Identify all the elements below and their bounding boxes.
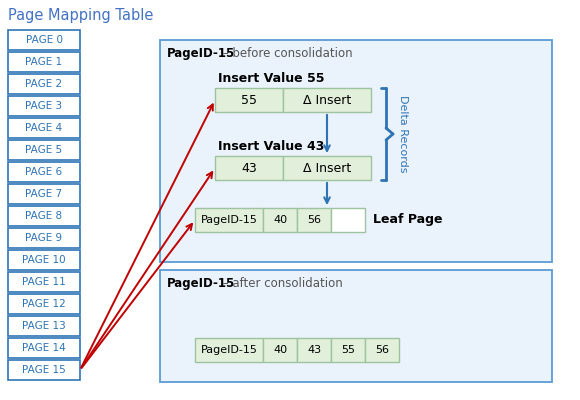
- Text: PAGE 8: PAGE 8: [26, 211, 63, 221]
- Text: PAGE 13: PAGE 13: [22, 321, 66, 331]
- Text: PAGE 14: PAGE 14: [22, 343, 66, 353]
- FancyBboxPatch shape: [8, 74, 80, 94]
- Text: PAGE 10: PAGE 10: [22, 255, 66, 265]
- Text: 55: 55: [241, 94, 257, 106]
- FancyBboxPatch shape: [195, 208, 263, 232]
- FancyBboxPatch shape: [215, 88, 283, 112]
- FancyBboxPatch shape: [8, 30, 80, 50]
- FancyBboxPatch shape: [263, 208, 297, 232]
- FancyBboxPatch shape: [8, 162, 80, 182]
- Text: PageID-15: PageID-15: [167, 47, 235, 60]
- Text: PAGE 7: PAGE 7: [26, 189, 63, 199]
- Text: PAGE 0: PAGE 0: [26, 35, 63, 45]
- Text: PageID-15: PageID-15: [201, 215, 258, 225]
- FancyBboxPatch shape: [297, 338, 331, 362]
- Text: – after consolidation: – after consolidation: [219, 277, 343, 290]
- Text: 40: 40: [273, 215, 287, 225]
- FancyBboxPatch shape: [160, 40, 552, 262]
- Text: PAGE 1: PAGE 1: [26, 57, 63, 67]
- FancyBboxPatch shape: [331, 208, 365, 232]
- FancyBboxPatch shape: [8, 338, 80, 358]
- Text: PageID-15: PageID-15: [167, 277, 235, 290]
- Text: 40: 40: [273, 345, 287, 355]
- Text: 56: 56: [307, 215, 321, 225]
- Text: Insert Value 43: Insert Value 43: [218, 140, 324, 153]
- FancyBboxPatch shape: [283, 88, 371, 112]
- Text: Page Mapping Table: Page Mapping Table: [8, 8, 153, 23]
- Text: PAGE 12: PAGE 12: [22, 299, 66, 309]
- FancyBboxPatch shape: [283, 156, 371, 180]
- FancyBboxPatch shape: [8, 294, 80, 314]
- Text: PAGE 15: PAGE 15: [22, 365, 66, 375]
- FancyBboxPatch shape: [297, 208, 331, 232]
- Text: – before consolidation: – before consolidation: [219, 47, 353, 60]
- Text: PAGE 3: PAGE 3: [26, 101, 63, 111]
- Text: PAGE 9: PAGE 9: [26, 233, 63, 243]
- Text: PAGE 11: PAGE 11: [22, 277, 66, 287]
- Text: PAGE 5: PAGE 5: [26, 145, 63, 155]
- FancyBboxPatch shape: [215, 156, 283, 180]
- Text: 56: 56: [375, 345, 389, 355]
- FancyBboxPatch shape: [195, 338, 263, 362]
- Text: 43: 43: [307, 345, 321, 355]
- FancyBboxPatch shape: [8, 272, 80, 292]
- FancyBboxPatch shape: [365, 338, 399, 362]
- FancyBboxPatch shape: [331, 338, 365, 362]
- FancyBboxPatch shape: [8, 250, 80, 270]
- Text: PAGE 6: PAGE 6: [26, 167, 63, 177]
- Text: 43: 43: [241, 162, 257, 174]
- FancyBboxPatch shape: [8, 316, 80, 336]
- Text: PageID-15: PageID-15: [201, 345, 258, 355]
- Text: Leaf Page: Leaf Page: [373, 214, 443, 226]
- Text: PAGE 4: PAGE 4: [26, 123, 63, 133]
- FancyBboxPatch shape: [8, 206, 80, 226]
- FancyBboxPatch shape: [8, 228, 80, 248]
- Text: PAGE 2: PAGE 2: [26, 79, 63, 89]
- FancyBboxPatch shape: [8, 118, 80, 138]
- FancyBboxPatch shape: [8, 140, 80, 160]
- FancyBboxPatch shape: [8, 96, 80, 116]
- FancyBboxPatch shape: [8, 360, 80, 380]
- FancyBboxPatch shape: [8, 52, 80, 72]
- Text: Δ Insert: Δ Insert: [303, 94, 351, 106]
- Text: Δ Insert: Δ Insert: [303, 162, 351, 174]
- Text: 55: 55: [341, 345, 355, 355]
- Text: Insert Value 55: Insert Value 55: [218, 72, 324, 85]
- Text: Delta Records: Delta Records: [398, 95, 408, 173]
- FancyBboxPatch shape: [160, 270, 552, 382]
- FancyBboxPatch shape: [8, 184, 80, 204]
- FancyBboxPatch shape: [263, 338, 297, 362]
